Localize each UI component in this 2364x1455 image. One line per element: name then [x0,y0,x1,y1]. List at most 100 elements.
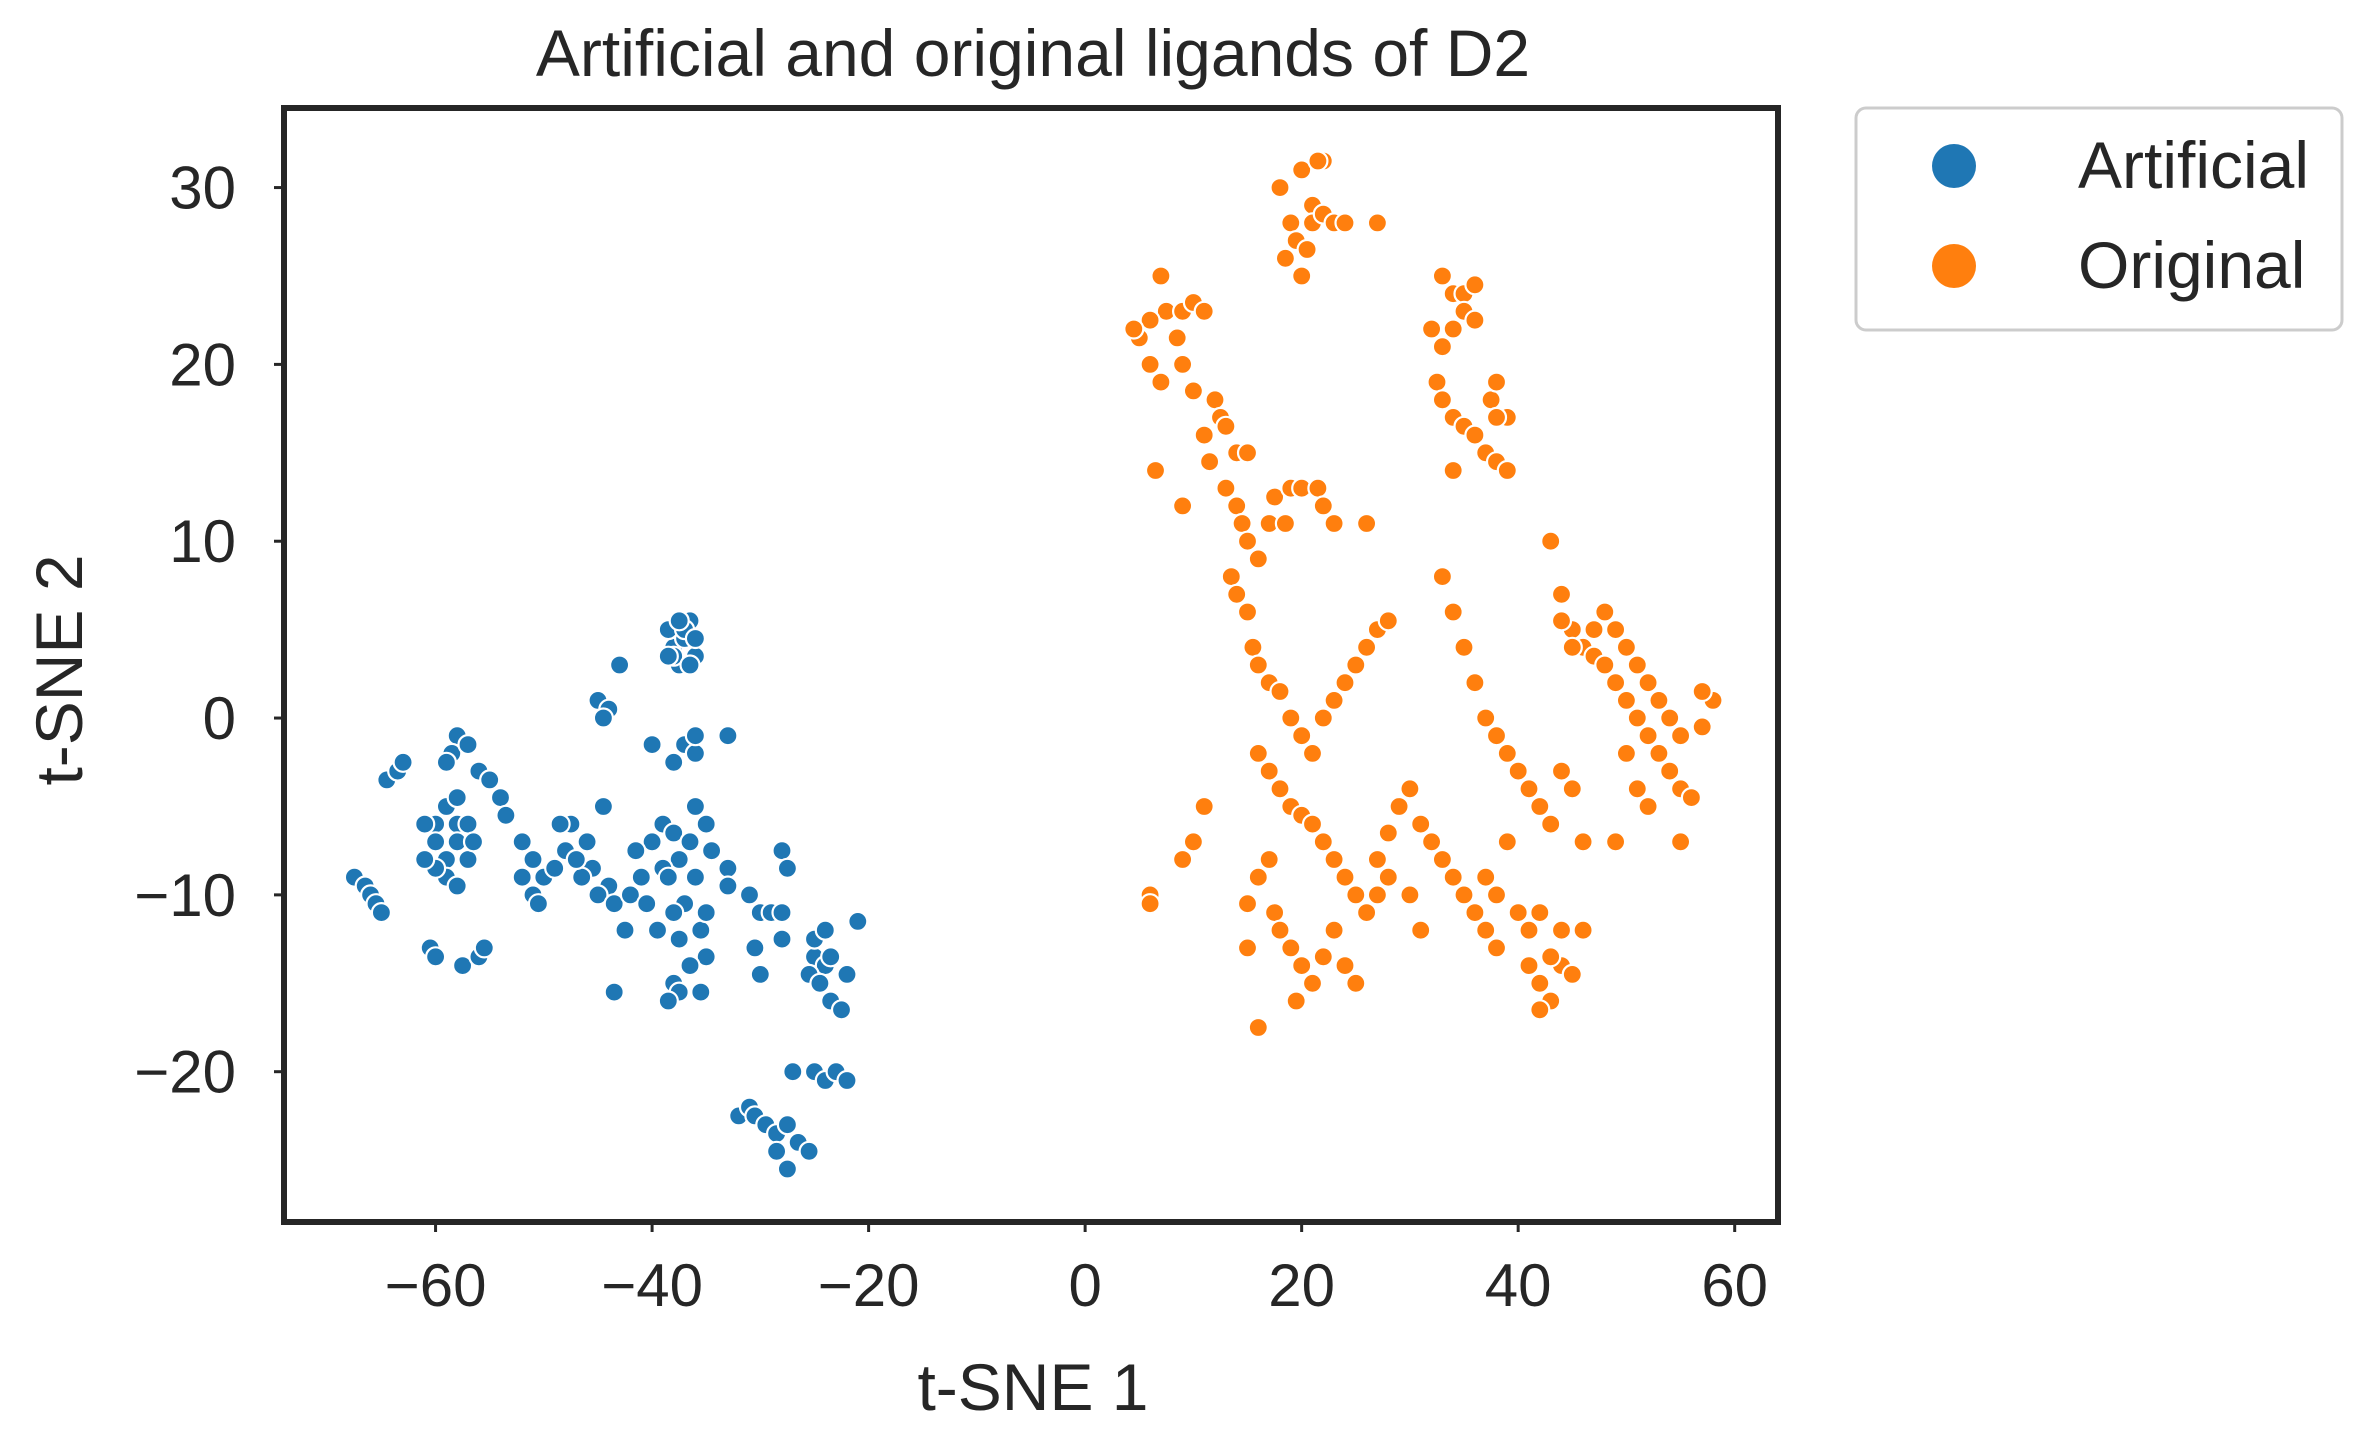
point-artificial-38 [511,866,533,888]
point-original-172 [1648,689,1670,712]
point-original-195 [1572,919,1594,941]
point-artificial-84 [684,866,707,888]
point-original-169 [1615,636,1638,658]
point-original-145 [1399,884,1421,906]
point-artificial-80 [684,795,707,818]
point-artificial-37 [522,848,544,871]
y-axis-label: t-SNE 2 [22,554,96,785]
point-artificial-25 [435,751,457,773]
point-original-158 [1626,707,1648,729]
point-original-171 [1637,672,1659,694]
point-original-30 [1215,415,1237,437]
point-artificial-98 [630,866,652,888]
point-artificial-103 [684,742,707,765]
point-original-146 [1410,919,1432,941]
point-artificial-49 [571,866,593,888]
legend-marker-original [1932,244,1976,288]
point-artificial-52 [592,795,615,818]
point-original-40 [1236,530,1259,552]
point-artificial-19 [370,901,392,924]
point-original-103 [1464,274,1486,296]
point-artificial-141 [782,1061,804,1083]
point-original-48 [1312,495,1334,517]
point-artificial-40 [527,893,550,915]
point-original-99 [1182,831,1205,853]
legend-marker-artificial [1932,144,1976,188]
point-original-137 [1464,901,1486,924]
series-original [1123,150,1724,1039]
point-artificial-83 [717,857,739,879]
point-original-32 [1236,442,1259,464]
point-artificial-30 [495,804,517,826]
point-original-164 [1550,610,1573,632]
point-artificial-87 [646,919,669,941]
point-original-27 [1182,380,1205,402]
point-original-140 [1399,778,1421,800]
point-artificial-97 [636,893,658,915]
point-original-49 [1323,512,1345,535]
point-artificial-72 [592,707,615,729]
point-original-177 [1615,742,1638,765]
point-artificial-66 [657,645,679,667]
point-original-160 [1648,742,1670,765]
y-tick-label: 20 [169,331,236,398]
point-original-142 [1377,822,1399,844]
point-original-73 [1301,813,1324,835]
point-artificial-69 [608,654,631,676]
point-artificial-29 [489,786,512,809]
point-artificial-99 [625,840,647,862]
point-original-118 [1480,389,1502,411]
point-artificial-115 [776,857,799,879]
point-original-39 [1231,512,1253,535]
point-original-100 [1431,265,1454,287]
point-original-51 [1220,565,1242,588]
point-artificial-110 [771,901,793,924]
point-original-34 [1198,451,1221,473]
point-original-74 [1312,831,1334,853]
point-artificial-106 [717,875,739,897]
point-artificial-45 [576,831,598,853]
point-original-117 [1496,459,1518,482]
point-original-183 [1572,831,1594,853]
point-original-11 [1296,238,1318,261]
point-original-121 [1485,406,1508,428]
point-original-36 [1171,495,1194,517]
point-artificial-122 [814,919,836,941]
legend-label-artificial: Artificial [2078,128,2309,202]
point-artificial-111 [744,937,766,959]
point-original-58 [1280,707,1302,729]
y-tick-label: 30 [169,155,236,222]
point-original-184 [1604,831,1627,853]
point-original-80 [1258,848,1280,871]
point-artificial-88 [668,928,690,950]
point-original-131 [1529,795,1551,818]
point-original-173 [1659,707,1681,729]
point-original-33 [1193,424,1215,446]
point-original-185 [1669,831,1692,853]
point-original-85 [1280,937,1302,959]
point-original-62 [1323,689,1345,712]
point-original-165 [1561,636,1583,658]
point-original-87 [1301,972,1324,994]
point-original-141 [1388,795,1410,818]
x-axis-label: t-SNE 1 [917,1350,1148,1424]
point-original-133 [1420,831,1443,853]
x-tick-label: 20 [1268,1252,1335,1319]
point-artificial-42 [544,857,566,879]
point-artificial-5 [425,831,447,853]
point-original-191 [1561,963,1583,986]
x-tick-label: −20 [818,1252,920,1319]
point-artificial-94 [657,990,679,1012]
point-original-194 [1550,919,1573,941]
point-artificial-126 [847,910,869,933]
point-artificial-132 [765,1140,788,1162]
point-original-92 [1247,1016,1269,1039]
point-original-89 [1323,919,1345,941]
point-original-47 [1307,477,1329,499]
point-original-126 [1475,707,1497,729]
point-artificial-96 [695,901,717,924]
point-artificial-82 [700,840,723,862]
point-original-178 [1626,778,1648,800]
point-original-57 [1269,680,1291,703]
